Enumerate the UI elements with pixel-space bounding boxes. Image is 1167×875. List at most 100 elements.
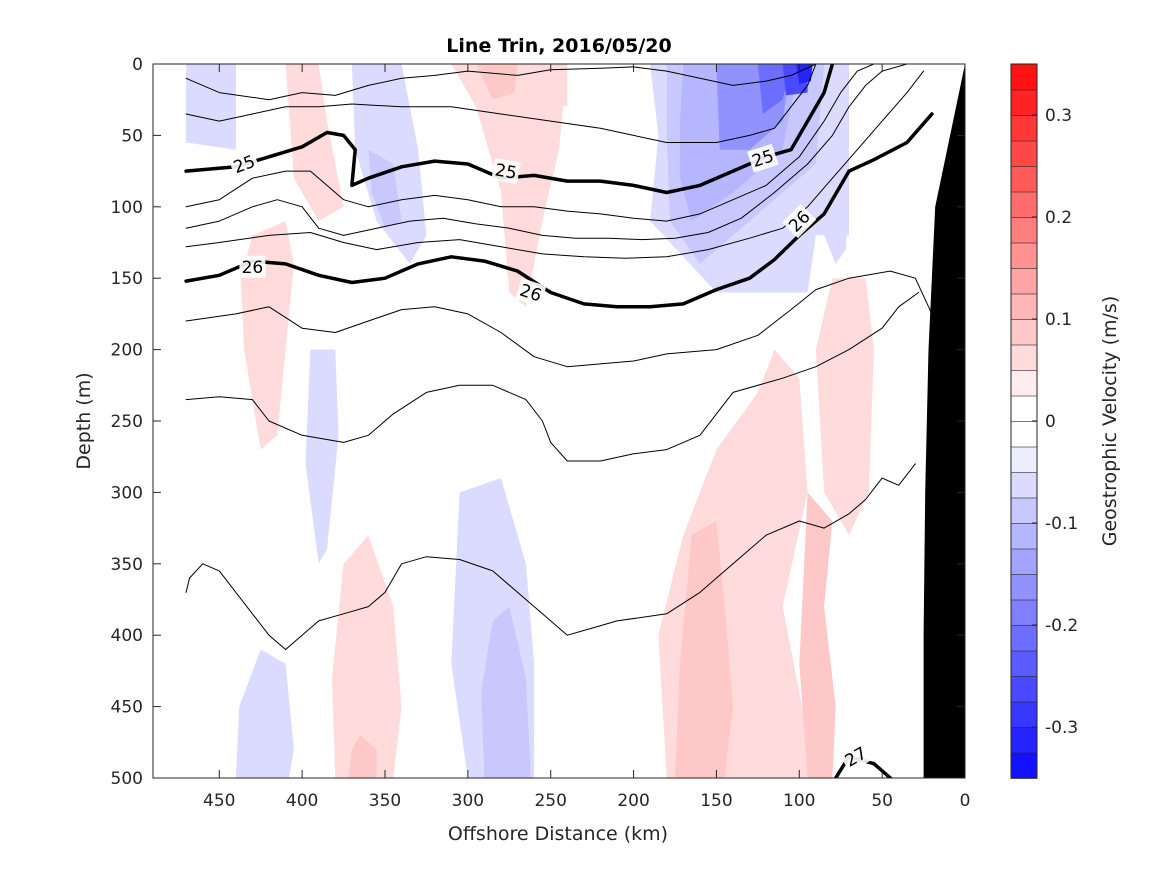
y-tick-label: 200 — [111, 341, 143, 361]
colorbar-tick-label: 0 — [1045, 412, 1056, 432]
negative-velocity-region — [186, 64, 236, 150]
isopycnal-contour — [185, 64, 875, 222]
x-tick-label: 300 — [452, 791, 484, 811]
y-tick-label: 450 — [111, 698, 143, 718]
colorbar-tick-label: 0.2 — [1045, 208, 1072, 228]
colorbar-swatch — [1010, 497, 1038, 524]
colorbar-swatch — [1010, 471, 1038, 499]
isopycnal-contour-major — [184, 112, 934, 309]
positive-velocity-region — [240, 221, 294, 450]
colorbar-swatch — [1010, 573, 1038, 601]
x-axis-ticks: 450 400 350 300 250 200 150 100 50 0 — [203, 64, 970, 811]
isopycnal-contour — [185, 463, 916, 650]
contour-label-bg — [838, 740, 873, 773]
contour-label-bg — [747, 143, 779, 173]
colorbar-swatch — [1010, 242, 1038, 269]
colorbar-swatch — [1010, 701, 1038, 728]
colorbar-tick-label: -0.2 — [1045, 616, 1078, 636]
y-tick-label: 250 — [111, 412, 143, 432]
colorbar-swatch — [1010, 165, 1038, 193]
colorbar-label: Geostrophic Velocity (m/s) — [1099, 296, 1121, 546]
contour-label-bg — [239, 255, 266, 278]
positive-velocity-region — [348, 735, 377, 778]
isopycnal-contour — [185, 64, 908, 241]
x-tick-label: 50 — [871, 791, 893, 811]
contour-label-group: 25 — [491, 158, 521, 185]
colorbar-swatch — [1010, 216, 1038, 244]
colorbar-swatch — [1010, 395, 1038, 422]
colorbar-swatch — [1010, 369, 1038, 397]
x-tick-label: 100 — [783, 791, 815, 811]
colorbar-swatch — [1010, 675, 1038, 703]
colorbar-swatch — [1010, 650, 1038, 677]
y-tick-label: 350 — [111, 555, 143, 575]
negative-velocity-region — [824, 199, 849, 264]
colorbar-tick-label: -0.3 — [1045, 718, 1078, 738]
contour-label-bg — [515, 278, 547, 307]
negative-velocity-region — [757, 64, 791, 114]
x-tick-label: 0 — [960, 791, 971, 811]
colorbar-swatch — [1010, 140, 1038, 167]
y-tick-label: 400 — [111, 626, 143, 646]
y-axis-ticks: 0 50 100 150 200 250 300 350 400 450 500 — [111, 55, 965, 789]
positive-velocity-region — [332, 535, 402, 778]
negative-velocity-region — [796, 64, 813, 84]
contour-label-group: 26 — [515, 278, 547, 307]
contour-label-bg — [782, 204, 817, 239]
y-tick-label: 50 — [121, 126, 143, 146]
x-tick-label: 200 — [617, 791, 649, 811]
contour-label-group: 26 — [239, 255, 266, 278]
colorbar-swatch — [1010, 522, 1038, 550]
colorbar-swatch — [1010, 420, 1038, 448]
seafloor-topography — [923, 64, 965, 778]
x-tick-label: 150 — [700, 791, 732, 811]
x-tick-label: 350 — [369, 791, 401, 811]
y-tick-label: 150 — [111, 269, 143, 289]
colorbar: -0.3 -0.2 -0.1 0 0.1 0.2 0.3 — [1010, 63, 1078, 779]
colorbar-swatch — [1010, 548, 1038, 575]
colorbar-swatch — [1010, 752, 1038, 779]
positive-velocity-region — [675, 521, 733, 778]
colorbar-swatch — [1010, 89, 1038, 116]
colorbar-swatches — [1010, 63, 1038, 779]
contour-label-bg — [228, 149, 261, 179]
colorbar-swatch — [1010, 267, 1038, 295]
chart-title: Line Trin, 2016/05/20 — [446, 35, 671, 57]
y-tick-label: 100 — [111, 198, 143, 218]
isopycnal-contour — [185, 64, 817, 101]
colorbar-swatch — [1010, 446, 1038, 473]
negative-velocity-region — [235, 649, 294, 778]
colorbar-swatch — [1010, 344, 1038, 371]
negative-velocity-region — [305, 349, 339, 564]
colorbar-swatch — [1010, 599, 1038, 626]
y-tick-label: 500 — [111, 769, 143, 789]
topography — [923, 64, 965, 778]
x-tick-label: 400 — [286, 791, 318, 811]
positive-velocity-region — [799, 492, 836, 778]
colorbar-swatch — [1010, 318, 1038, 346]
colorbar-swatch — [1010, 191, 1038, 218]
contour-label: 25 — [493, 160, 518, 183]
colorbar-ticks: -0.3 -0.2 -0.1 0 0.1 0.2 0.3 — [1032, 106, 1078, 738]
colorbar-swatch — [1010, 624, 1038, 652]
positive-velocity-region — [550, 64, 568, 107]
x-axis-label: Offshore Distance (km) — [448, 823, 668, 845]
x-tick-label: 250 — [534, 791, 566, 811]
positive-velocity-region — [451, 64, 568, 307]
colorbar-swatch — [1010, 63, 1038, 91]
colorbar-swatch — [1010, 114, 1038, 142]
colorbar-tick-label: 0.3 — [1045, 106, 1072, 126]
colorbar-swatch — [1010, 726, 1038, 754]
colorbar-tick-label: 0.1 — [1045, 310, 1072, 330]
negative-velocity-region — [481, 606, 531, 778]
contour-label-bg — [491, 158, 521, 185]
colorbar-swatch — [1010, 293, 1038, 320]
y-tick-label: 300 — [111, 483, 143, 503]
isopycnal-contour — [185, 270, 933, 368]
isopycnal-contour — [185, 70, 925, 259]
positive-velocity-region — [285, 64, 344, 222]
colorbar-tick-label: -0.1 — [1045, 514, 1078, 534]
x-tick-label: 450 — [203, 791, 235, 811]
contour-label-group: 25 — [747, 143, 779, 173]
